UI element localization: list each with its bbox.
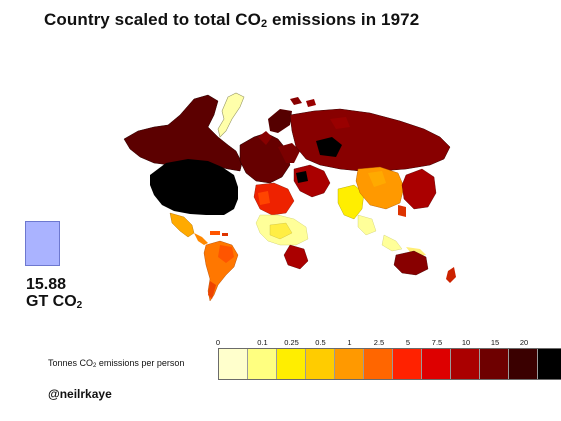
region-scandinavia [268, 109, 292, 133]
legend-swatch [277, 349, 306, 379]
region-japan [402, 169, 436, 209]
legend-tick-label: 0.25 [284, 338, 299, 347]
legend-color-scale [218, 348, 561, 380]
region-south-africa [284, 245, 308, 269]
legend-ticks: 0 0.1 0.25 0.5 1 2.5 5 7.5 10 15 20 [0, 338, 561, 348]
legend-swatch [393, 349, 422, 379]
legend-swatch [335, 349, 364, 379]
legend-tick-label: 0.1 [257, 338, 267, 347]
region-new-zealand [446, 267, 456, 283]
legend-tick-label: 2.5 [374, 338, 384, 347]
region-central-america [194, 233, 208, 245]
legend-tick-label: 0.5 [315, 338, 325, 347]
legend-swatch [364, 349, 393, 379]
legend-swatch [248, 349, 277, 379]
region-ussr [290, 109, 450, 171]
legend-swatch [219, 349, 248, 379]
legend-swatch [451, 349, 480, 379]
legend-swatch [509, 349, 538, 379]
region-mexico [170, 213, 194, 237]
legend-tick-label: 20 [520, 338, 528, 347]
legend-label: Tonnes CO2 emissions per person [48, 358, 184, 369]
legend-tick-label: 10 [462, 338, 470, 347]
legend-swatch [306, 349, 335, 379]
chart-title: Country scaled to total CO2 emissions in… [44, 10, 419, 30]
legend-swatch [538, 349, 561, 379]
author-credit: @neilrkaye [48, 387, 112, 401]
legend-tick-label: 0 [216, 338, 220, 347]
legend-swatch [422, 349, 451, 379]
total-emissions-value: 15.88 [26, 276, 66, 293]
total-emissions-unit: GT CO2 [26, 293, 82, 314]
legend-tick-label: 1 [347, 338, 351, 347]
legend-swatch [480, 349, 509, 379]
legend-tick-label: 7.5 [432, 338, 442, 347]
legend-tick-label: 5 [406, 338, 410, 347]
legend-tick-label: 15 [491, 338, 499, 347]
total-emissions-box [25, 221, 60, 266]
region-greenland [218, 93, 244, 137]
cartogram-map [110, 85, 470, 310]
